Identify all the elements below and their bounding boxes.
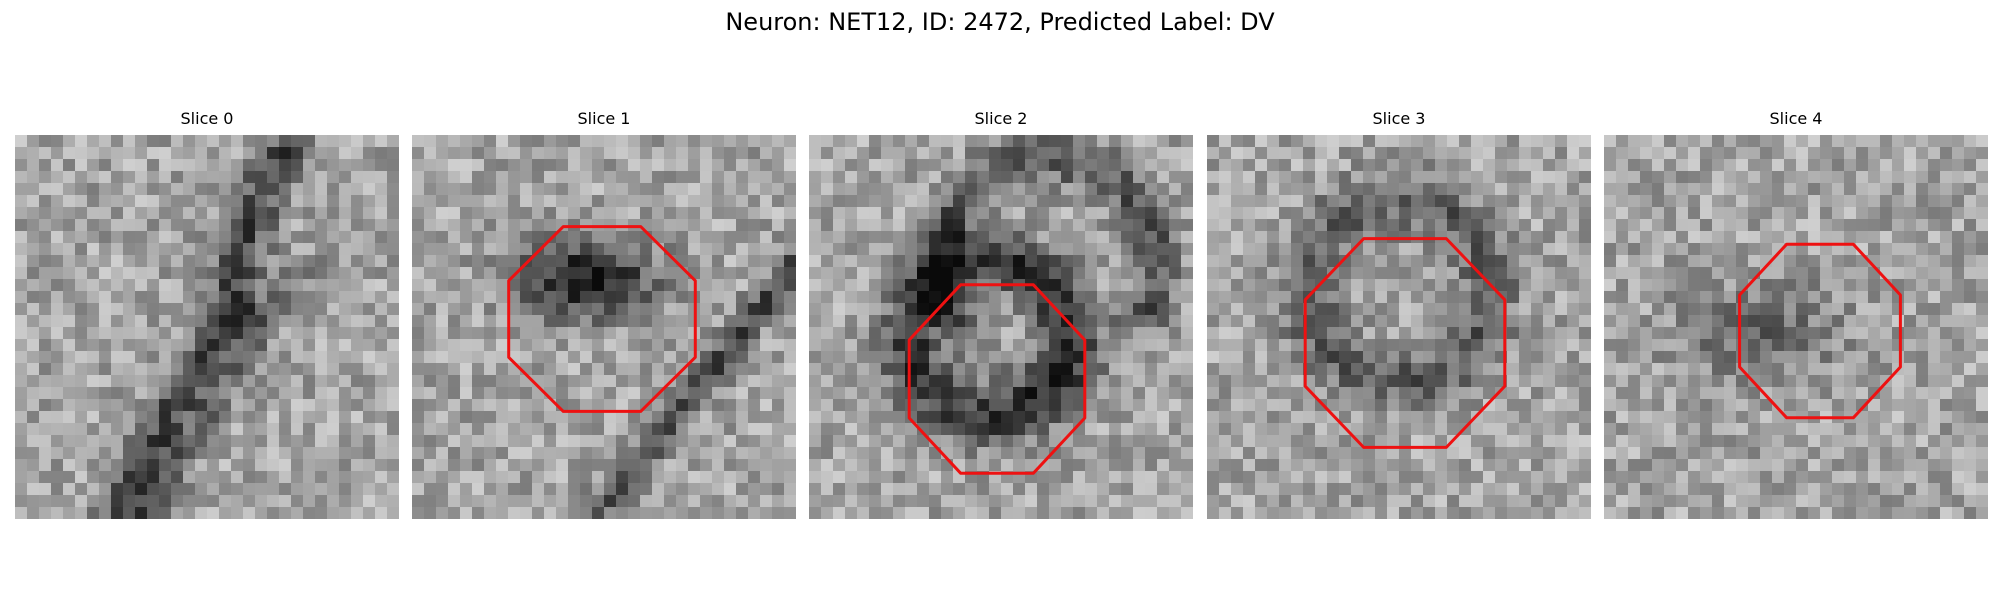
slice-panel-2: Slice 2 xyxy=(809,108,1193,519)
slice-panel-3: Slice 3 xyxy=(1207,108,1591,519)
slice-image-4 xyxy=(1604,135,1988,519)
slice-image-0 xyxy=(15,135,399,519)
slice-panel-0: Slice 0 xyxy=(15,108,399,519)
roi-outline-4 xyxy=(1738,242,1902,420)
slice-title-1: Slice 1 xyxy=(577,109,631,128)
figure-title: Neuron: NET12, ID: 2472, Predicted Label… xyxy=(725,8,1275,36)
roi-outline-1 xyxy=(507,225,697,413)
slice-image-2 xyxy=(809,135,1193,519)
slice-title-4: Slice 4 xyxy=(1769,109,1823,128)
slice-image-3 xyxy=(1207,135,1591,519)
slice-panel-4: Slice 4 xyxy=(1604,108,1988,519)
slice-image-1 xyxy=(412,135,796,519)
roi-outline-3 xyxy=(1303,237,1507,449)
roi-outline-2 xyxy=(907,283,1087,475)
slice-title-3: Slice 3 xyxy=(1372,109,1426,128)
slice-title-2: Slice 2 xyxy=(974,109,1028,128)
slice-title-0: Slice 0 xyxy=(180,109,234,128)
slice-panel-1: Slice 1 xyxy=(412,108,796,519)
